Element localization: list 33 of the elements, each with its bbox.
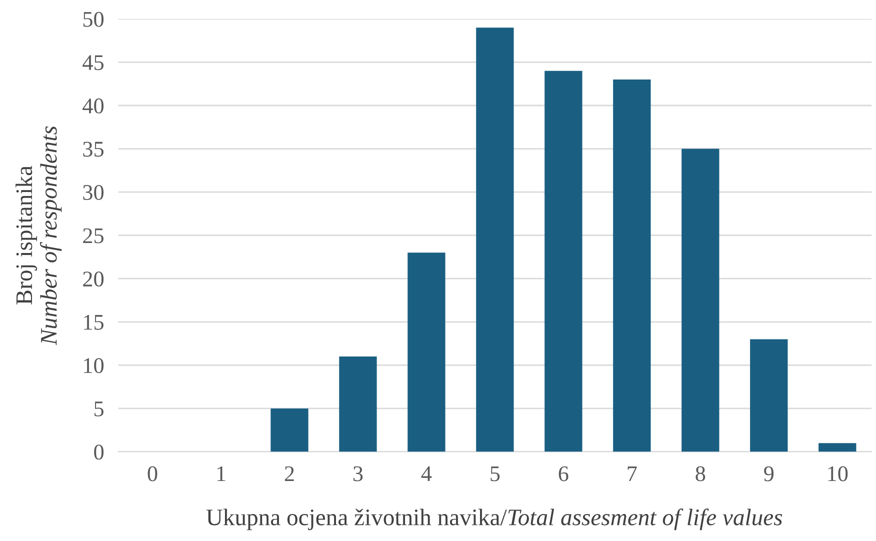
y-tick-label: 45	[82, 55, 104, 70]
y-tick-label: 30	[83, 184, 104, 200]
x-tick-label: 4	[421, 466, 432, 482]
x-tick-label: 7	[628, 466, 637, 482]
y-tick-label: 35	[83, 142, 104, 157]
bar	[408, 252, 446, 452]
x-tick-label: 1	[217, 466, 226, 482]
bar	[339, 356, 377, 452]
y-tick-label: 15	[84, 314, 104, 330]
bar	[750, 339, 788, 452]
y-tick-label: 0	[94, 444, 104, 460]
x-tick-label: 9	[764, 466, 774, 482]
y-tick-label: 40	[82, 98, 104, 114]
y-tick-label: 5	[94, 402, 104, 416]
bar	[682, 148, 720, 452]
y-tick-label: 20	[83, 272, 104, 287]
x-tick-label: 2	[284, 466, 294, 482]
x-axis-title: Ukupna ocjena životnih navika/Total assesment of life values	[206, 508, 782, 530]
x-tick-label: 0	[148, 466, 158, 482]
y-tick-label: 50	[83, 12, 104, 27]
x-tick-label: 6	[558, 466, 568, 482]
bar	[270, 408, 308, 452]
bar	[818, 443, 856, 452]
bar	[544, 70, 582, 452]
x-tick-label: 10	[828, 466, 848, 482]
x-tick-label: 5	[490, 466, 500, 482]
bar	[476, 28, 514, 452]
y-tick-label: 25	[83, 228, 104, 244]
x-tick-label: 3	[353, 466, 363, 482]
y-axis-title: Broj ispitanika Number of respondents	[16, 126, 62, 346]
bar	[613, 80, 651, 452]
x-tick-label: 8	[696, 466, 706, 482]
y-tick-label: 10	[84, 358, 104, 374]
